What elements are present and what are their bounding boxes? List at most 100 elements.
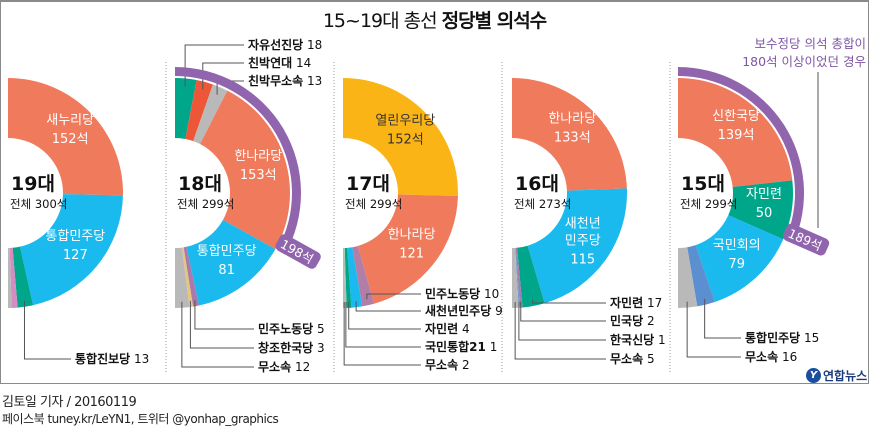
segment-민국당 (515, 247, 523, 308)
outside-label: 통합민주당 15 (745, 330, 819, 345)
segment-통합민주당 (687, 245, 715, 307)
segment-친박연대 (185, 80, 213, 142)
election-title: 18대 (178, 173, 222, 195)
election-title: 19대 (11, 173, 55, 195)
segment-label: 한나라당 (548, 111, 596, 126)
segment-열린우리당 (343, 78, 459, 197)
total-seats: 전체 299석 (177, 197, 234, 211)
segment-통합진보당 (12, 246, 34, 308)
title-part1: 15~19대 총선 (322, 10, 438, 32)
segment-자민련 (517, 245, 545, 308)
page-title: 15~19대 총선 정당별 의석수 (0, 6, 869, 33)
segment-value: 152석 (52, 132, 89, 147)
segment-국민통합21 (344, 247, 347, 308)
segment-국민회의 (695, 215, 784, 302)
segment-label: 새누리당 (46, 113, 94, 128)
segment-label: 한나라당 (388, 227, 436, 242)
outside-label: 무소속 5 (610, 352, 655, 366)
segment-label: 자민련 (746, 187, 782, 202)
leader-line (181, 301, 254, 368)
outside-label: 친박연대 14 (248, 55, 311, 70)
segment-value: 133석 (554, 130, 591, 145)
segment-value: 152석 (387, 132, 424, 147)
segment-label: 새천년 (565, 217, 601, 232)
total-seats: 전체 299석 (345, 197, 402, 211)
leader-line (520, 301, 606, 322)
leader-line (686, 301, 741, 358)
election-title: 15대 (681, 173, 725, 195)
conservative-ring (175, 67, 301, 255)
segment-자유선진당 (175, 78, 197, 139)
segment-한나라당 (357, 194, 458, 304)
leader-line (355, 301, 421, 312)
leader-line (366, 293, 421, 300)
segment-value: 50 (756, 206, 773, 221)
segment-무소속 (343, 247, 346, 308)
segment-자민련 (728, 180, 793, 240)
segment-무소속 (175, 247, 190, 308)
segment-value: 79 (728, 257, 745, 272)
outside-label: 민주노동당 5 (258, 321, 325, 336)
outside-label: 무소속 12 (258, 360, 310, 374)
segment-value: 121 (399, 246, 424, 261)
outside-label: 자민련 4 (425, 321, 470, 336)
title-part2: 정당별 의석수 (441, 10, 547, 32)
segment-한나라당 (200, 90, 290, 250)
segment-value: 139석 (718, 128, 755, 143)
outside-label: 한국신당 1 (610, 332, 666, 347)
segment-value: 127 (63, 248, 88, 263)
outside-label: 민주노동당 10 (425, 286, 499, 301)
social-links: 페이스북 tuney.kr/LeYN1, 트위터 @yonhap_graphic… (2, 412, 279, 426)
segment-무소속 (512, 247, 519, 308)
conservative-ring (678, 67, 804, 244)
logo-icon: Y (806, 368, 821, 383)
outside-label: 국민통합21 1 (425, 339, 497, 354)
segment-새천년민주당 (347, 247, 363, 308)
leader-line (532, 300, 606, 304)
outside-label: 새천년민주당 9 (425, 303, 503, 318)
conservative-tab: 189석 (782, 223, 830, 256)
segment-한나라당 (512, 78, 627, 191)
outside-label: 친박무소속 13 (248, 73, 322, 88)
outside-label: 통합진보당 13 (75, 351, 149, 366)
total-seats: 전체 273석 (514, 197, 571, 211)
segment-새누리당 (8, 78, 123, 196)
segment-신한국당 (678, 78, 793, 187)
segment-통합민주당 (186, 219, 276, 306)
segment-label: 신한국당 (712, 109, 760, 124)
leader-line (189, 300, 254, 349)
yonhap-logo: Y 연합뉴스 (806, 367, 867, 384)
segment-label: 통합민주당 (197, 244, 257, 259)
segment-창조한국당 (181, 247, 194, 308)
segment-친박무소속 (193, 84, 228, 145)
outside-label: 자유선진당 18 (248, 37, 322, 52)
segment-무소속 (678, 247, 698, 308)
segment-자유선진당 (9, 247, 18, 308)
segment-민주노동당 (183, 246, 199, 307)
logo-text: 연합뉴스 (823, 369, 868, 383)
leader-line (518, 301, 606, 341)
election-title: 17대 (346, 173, 390, 195)
segment-민주노동당 (352, 245, 375, 307)
outside-label: 자민련 17 (610, 295, 662, 310)
segment-새천년민주당 (527, 188, 627, 304)
segment-label: 열린우리당 (375, 113, 435, 128)
leader-line (514, 301, 606, 360)
leader-line (348, 301, 421, 330)
segment-label: 통합민주당 (45, 229, 105, 244)
segment-한국신당 (515, 247, 520, 308)
segment-value: 153석 (240, 168, 277, 183)
leader-line (23, 300, 71, 360)
conservative-tab: 198석 (275, 234, 321, 269)
total-seats: 전체 299석 (680, 197, 737, 211)
outside-label: 무소속 2 (425, 358, 470, 372)
outside-label: 무소속 16 (745, 350, 797, 364)
segment-label: 국민회의 (713, 238, 761, 253)
segment-통합민주당 (19, 194, 123, 306)
